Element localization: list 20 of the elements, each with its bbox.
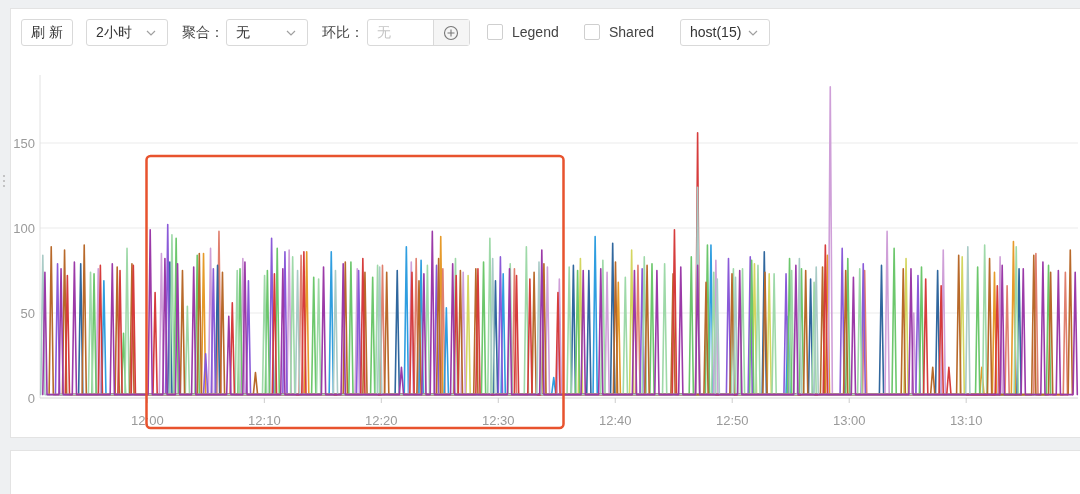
xtick-label: 12:10 (248, 413, 281, 428)
text: 聚合： (182, 23, 224, 42)
xtick-label: 12:20 (365, 413, 398, 428)
ytick-label: 150 (13, 135, 35, 151)
text: 无 (236, 24, 250, 40)
xtick-label: 12:30 (482, 413, 515, 428)
text: 刷 新 (21, 19, 73, 46)
ytick-label: 0 (27, 390, 35, 406)
xtick-label: 12:50 (715, 413, 749, 428)
text: host(15) (690, 24, 742, 40)
xtick-label: 12:40 (599, 413, 632, 428)
text: 环比： (322, 23, 364, 42)
text: Shared (609, 23, 655, 42)
xtick-label: 13:00 (832, 413, 866, 428)
ytick-label: 50 (20, 305, 35, 321)
xtick-label: 13:10 (949, 413, 983, 428)
ytick-label: 100 (13, 220, 35, 236)
text: 2小时 (96, 24, 132, 40)
text: Legend (512, 23, 559, 42)
text: 无 (377, 23, 391, 42)
